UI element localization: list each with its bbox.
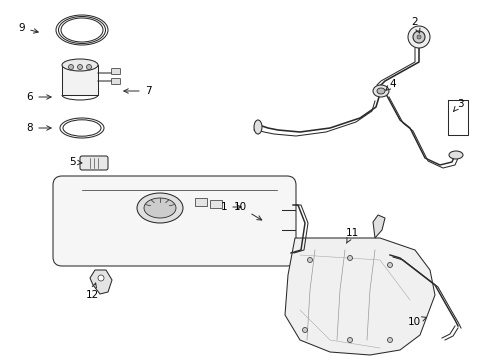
Circle shape [77, 64, 82, 69]
Text: 11: 11 [345, 228, 358, 243]
Text: 8: 8 [27, 123, 51, 133]
Polygon shape [90, 270, 112, 294]
Text: 10: 10 [233, 202, 261, 220]
Ellipse shape [253, 120, 262, 134]
Ellipse shape [62, 59, 98, 71]
Ellipse shape [376, 88, 384, 94]
Circle shape [68, 64, 73, 69]
Circle shape [416, 35, 420, 39]
Polygon shape [372, 215, 384, 238]
Bar [195, 198, 206, 206]
Polygon shape [285, 238, 434, 355]
Circle shape [412, 31, 424, 43]
Circle shape [302, 328, 307, 333]
Circle shape [386, 338, 392, 342]
Text: 5: 5 [68, 157, 82, 167]
Ellipse shape [448, 151, 462, 159]
Circle shape [86, 64, 91, 69]
Text: 12: 12 [85, 283, 99, 300]
Text: 6: 6 [27, 92, 51, 102]
Bar [62, 65, 98, 95]
Text: 1: 1 [220, 202, 241, 212]
Circle shape [347, 338, 352, 342]
Text: 2: 2 [411, 17, 419, 33]
Ellipse shape [372, 85, 388, 97]
Ellipse shape [137, 193, 183, 223]
Text: 10: 10 [407, 317, 426, 327]
FancyBboxPatch shape [111, 68, 120, 75]
FancyBboxPatch shape [80, 156, 108, 170]
Text: 3: 3 [453, 99, 462, 111]
Circle shape [407, 26, 429, 48]
Ellipse shape [143, 198, 176, 218]
Bar [209, 200, 222, 208]
Circle shape [98, 275, 104, 281]
Circle shape [307, 257, 312, 262]
Text: 9: 9 [19, 23, 38, 33]
FancyBboxPatch shape [53, 176, 295, 266]
Circle shape [347, 256, 352, 261]
Text: 4: 4 [385, 79, 395, 90]
Circle shape [386, 262, 392, 267]
Text: 7: 7 [123, 86, 151, 96]
FancyBboxPatch shape [111, 78, 120, 85]
